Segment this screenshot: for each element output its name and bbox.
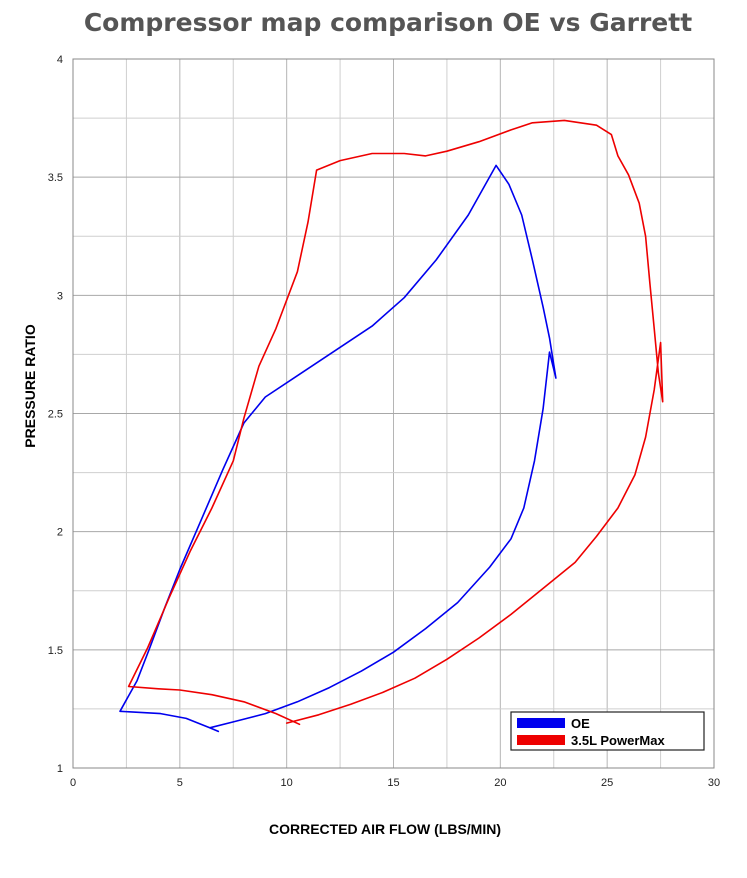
- y-tick-label: 1: [57, 763, 63, 775]
- legend-label: OE: [571, 716, 590, 731]
- x-tick-label: 5: [177, 777, 183, 789]
- series-layer: [119, 119, 664, 733]
- x-tick-label: 10: [281, 777, 293, 789]
- y-tick-label: 3: [57, 290, 63, 302]
- legend: OE 3.5L PowerMax: [510, 711, 705, 751]
- series-line-oe: [119, 164, 557, 733]
- grid: [72, 58, 715, 769]
- y-tick-label: 1.5: [48, 645, 63, 657]
- series-line-powermax: [127, 119, 664, 726]
- y-tick-label: 2.5: [48, 409, 63, 421]
- y-axis-label: PRESSURE RATIO: [22, 324, 38, 448]
- y-tick-label: 2: [57, 527, 63, 539]
- x-tick-label: 30: [708, 777, 720, 789]
- x-tick-label: 0: [70, 777, 76, 789]
- x-tick-label: 20: [494, 777, 506, 789]
- legend-label: 3.5L PowerMax: [571, 733, 665, 748]
- x-tick-label: 15: [387, 777, 399, 789]
- legend-swatch: [517, 735, 565, 745]
- plot-frame: [72, 58, 715, 769]
- tick-labels: 0 5 10 15 20 25 30 1 1.5 2 2.5 3 3.5 4: [48, 54, 720, 789]
- legend-swatch: [517, 718, 565, 728]
- x-tick-label: 25: [601, 777, 613, 789]
- y-tick-label: 4: [57, 54, 63, 66]
- x-axis-label: CORRECTED AIR FLOW (LBS/MIN): [269, 821, 501, 837]
- y-tick-label: 3.5: [48, 172, 63, 184]
- chart-title: Compressor map comparison OE vs Garrett: [84, 8, 692, 37]
